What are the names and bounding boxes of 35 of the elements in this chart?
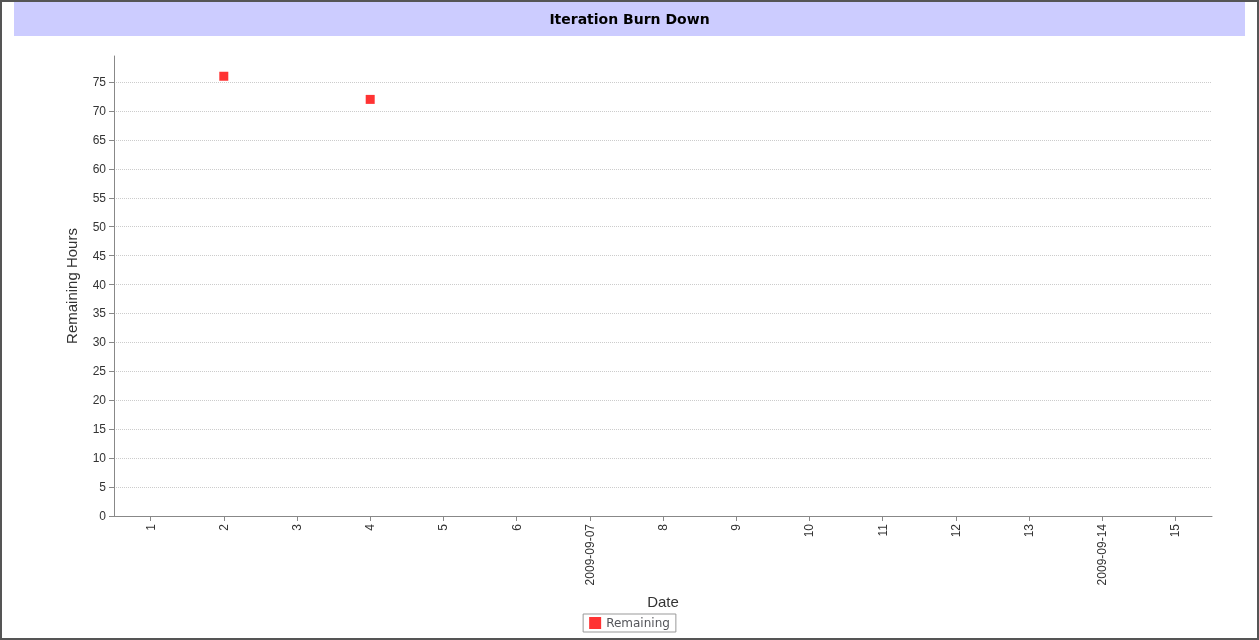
y-tick-label: 30 — [92, 335, 107, 350]
x-tick-label: 4 — [363, 523, 378, 531]
x-tick-label: 11 — [875, 523, 890, 537]
y-tick-label: 40 — [92, 277, 107, 292]
y-tick-label: 60 — [92, 161, 107, 176]
x-tick-label: 3 — [290, 523, 304, 531]
x-tick-label: 15 — [1168, 523, 1183, 538]
x-tick-label: 2009-09-07 — [582, 523, 597, 586]
x-tick-label: 9 — [729, 523, 744, 531]
x-tick-label: 13 — [1022, 523, 1036, 538]
x-tick-label: 2 — [216, 523, 231, 531]
y-tick-label: 5 — [99, 480, 107, 495]
chart-title: Iteration Burn Down — [14, 2, 1245, 36]
y-tick-label: 50 — [92, 219, 107, 234]
y-tick-label: 55 — [92, 190, 107, 205]
x-tick-label: 12 — [948, 523, 963, 538]
y-tick-label: 25 — [92, 364, 107, 379]
legend-label: Remaining — [606, 616, 670, 630]
x-tick-label: 8 — [656, 523, 670, 531]
x-axis-title: Date — [647, 593, 679, 610]
y-tick-label: 0 — [99, 509, 107, 523]
y-tick-label: 10 — [92, 451, 107, 466]
y-tick-label: 70 — [92, 103, 107, 118]
y-axis-title: Remaining Hours — [63, 228, 80, 344]
y-tick-label: 20 — [92, 393, 107, 408]
x-tick-label: 2009-09-14 — [1095, 523, 1110, 586]
y-tick-label: 35 — [92, 306, 107, 321]
x-tick-label: 5 — [436, 523, 451, 531]
y-tick-label: 65 — [92, 132, 107, 147]
y-tick-label: 15 — [92, 422, 107, 437]
y-tick-label: 75 — [92, 75, 107, 90]
x-tick-label: 6 — [509, 523, 524, 531]
x-tick-label: 1 — [143, 523, 158, 531]
y-tick-label: 45 — [92, 248, 107, 263]
x-tick-label: 10 — [802, 523, 817, 538]
